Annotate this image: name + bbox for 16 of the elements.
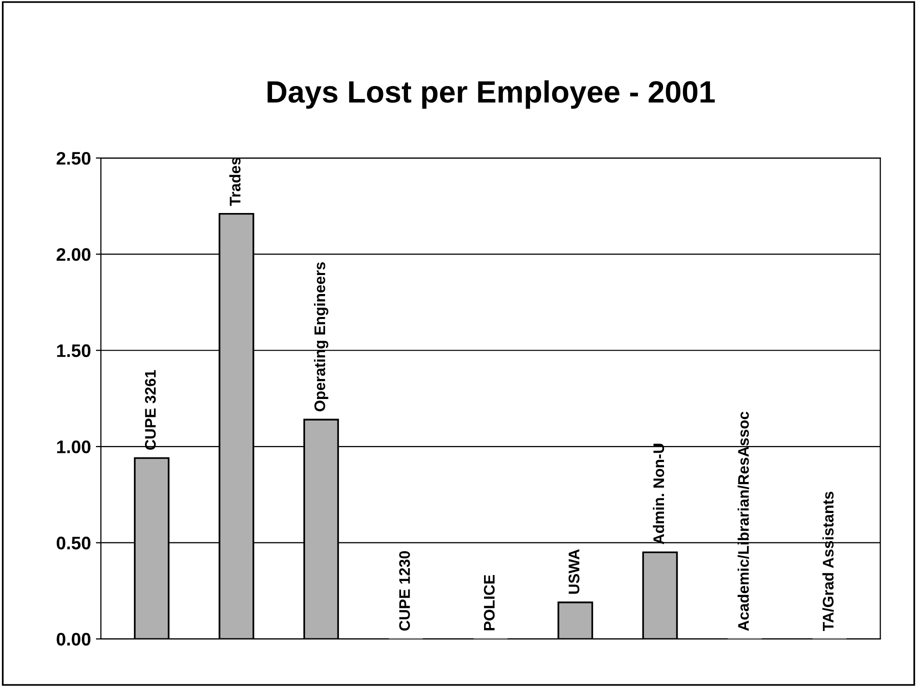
y-tick-label: 0.50: [56, 536, 90, 550]
x-tick-label: USWA: [568, 549, 580, 594]
x-tick-label: Academic/Librarian/ResAssoc: [738, 412, 750, 631]
x-tick-label: TA/Grad Assistants: [822, 492, 834, 632]
x-tick-label: CUPE 3261: [144, 370, 156, 450]
y-tick-label: 0.00: [56, 632, 90, 646]
x-tick-label: Operating Engineers: [314, 262, 328, 412]
x-tick-label: Admin. Non-U: [652, 444, 664, 544]
chart-title: Days Lost per Employee - 2001: [268, 80, 715, 109]
y-tick-label: 2.00: [56, 248, 90, 261]
y-tick-label: 1.00: [57, 440, 90, 454]
y-tick-label: 2.50: [56, 152, 90, 165]
x-tick-label: CUPE 1230: [399, 551, 410, 631]
x-tick-label: POLICE: [484, 574, 495, 630]
y-tick-label: 1.50: [57, 344, 90, 358]
x-tick-label: Trades: [229, 157, 241, 206]
